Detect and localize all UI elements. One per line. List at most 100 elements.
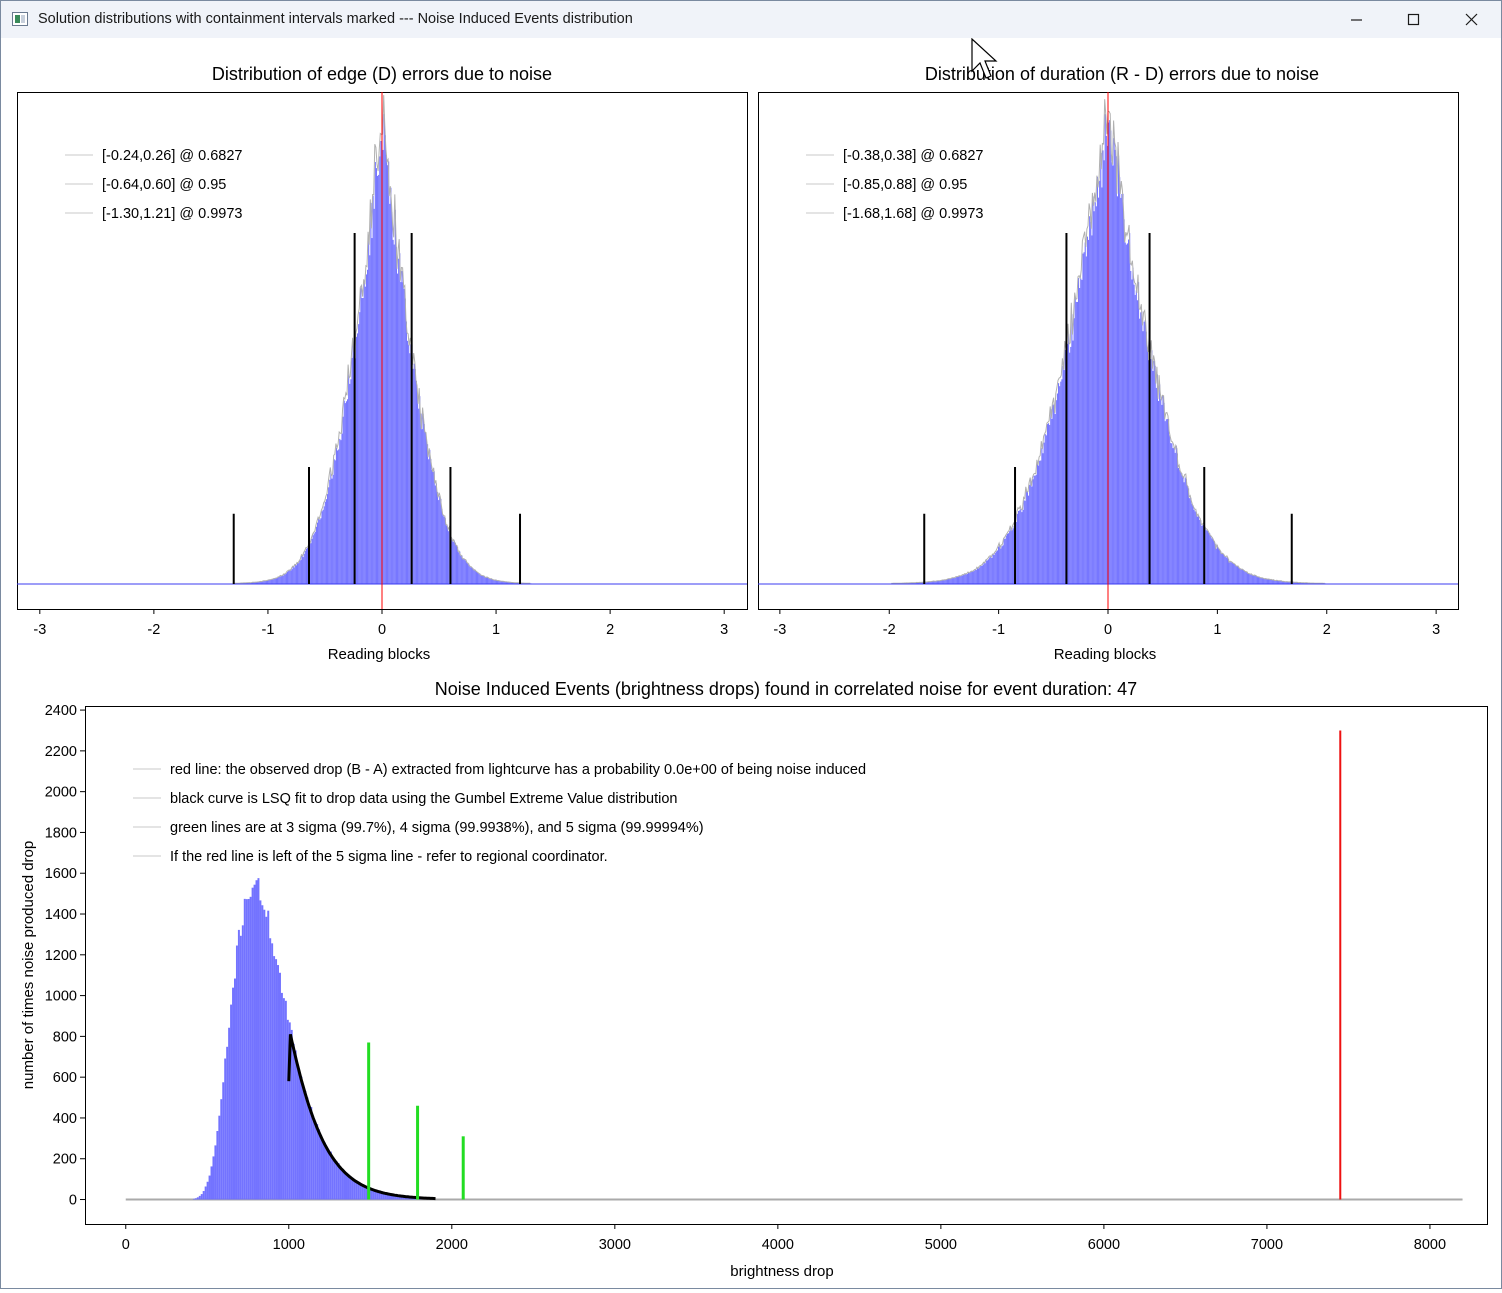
histogram-bar — [1123, 219, 1125, 585]
histogram-bar — [916, 582, 918, 584]
histogram-bar — [342, 416, 344, 584]
chart-title: Distribution of edge (D) errors due to n… — [212, 64, 552, 84]
histogram-bar — [982, 564, 984, 584]
histogram-bar — [970, 572, 972, 584]
histogram-bar — [1184, 477, 1186, 584]
title-bar[interactable]: Solution distributions with containment … — [1, 1, 1501, 38]
histogram-bar — [1005, 535, 1007, 584]
histogram-bar — [472, 568, 474, 584]
histogram-bar — [1276, 580, 1278, 584]
histogram-bar — [1263, 578, 1265, 584]
histogram-bar — [334, 460, 336, 584]
histogram-bar — [1095, 206, 1097, 585]
histogram-bar — [318, 1129, 321, 1200]
histogram-bar — [1300, 582, 1302, 584]
histogram-bar — [451, 538, 453, 584]
histogram-bar — [1172, 448, 1174, 584]
histogram-bar — [490, 578, 492, 584]
histogram-bar — [1001, 546, 1003, 584]
histogram-bar — [1232, 562, 1234, 584]
histogram-bar — [304, 550, 306, 584]
histogram-bar — [1241, 569, 1243, 584]
histogram-bar — [374, 162, 376, 584]
histogram-bar — [941, 580, 943, 584]
histogram-bar — [262, 581, 264, 584]
histogram-bar — [200, 1194, 203, 1200]
histogram-bar — [468, 563, 470, 584]
histogram-bar — [425, 438, 427, 584]
histogram-bar — [502, 581, 504, 584]
histogram-bar — [1003, 538, 1005, 584]
histogram-bar — [283, 574, 285, 584]
histogram-bar — [1151, 350, 1153, 584]
x-axis-label: Reading blocks — [1054, 646, 1157, 663]
histogram-bar — [312, 535, 314, 584]
histogram-bar — [333, 1159, 336, 1200]
histogram-bar — [280, 992, 283, 1200]
histogram-bar — [1164, 421, 1166, 584]
histogram-bar — [300, 1076, 303, 1200]
histogram-bar — [1135, 290, 1137, 584]
x-tick-label: 6000 — [1088, 1237, 1120, 1253]
histogram-bar — [1192, 505, 1194, 584]
histogram-bar — [465, 560, 467, 584]
histogram-bar — [1183, 482, 1185, 584]
histogram-bar — [939, 580, 941, 584]
histogram-bar — [931, 581, 933, 584]
histogram-bar — [1105, 135, 1107, 585]
histogram-bar — [1025, 491, 1027, 584]
histogram-bar — [298, 563, 300, 584]
histogram-bar — [1298, 582, 1300, 584]
legend-entry: green lines are at 3 sigma (99.7%), 4 si… — [170, 820, 704, 836]
histogram-bar — [235, 945, 238, 1200]
histogram-bar — [392, 1194, 395, 1200]
x-tick-label: 7000 — [1251, 1237, 1283, 1253]
histogram-bar — [512, 582, 514, 584]
histogram-bar — [950, 578, 952, 584]
histogram-bar — [267, 910, 270, 1200]
histogram-bar — [480, 574, 482, 584]
histogram-bar — [323, 1142, 326, 1200]
histogram-bar — [1081, 279, 1083, 584]
histogram-bar — [431, 469, 433, 584]
histogram-bar — [484, 577, 486, 584]
histogram-bar — [314, 1122, 317, 1200]
histogram-bar — [1082, 253, 1084, 584]
histogram-bar — [1306, 582, 1308, 584]
histogram-bar — [290, 570, 292, 584]
y-tick-label: 200 — [53, 1152, 77, 1168]
histogram-bar — [383, 114, 385, 584]
histogram-bar — [302, 557, 304, 584]
histogram-bar — [1245, 572, 1247, 584]
histogram-bar — [922, 582, 924, 584]
histogram-bar — [493, 579, 495, 584]
histogram-bar — [497, 580, 499, 584]
histogram-bar — [305, 548, 307, 584]
histogram-bar — [244, 582, 246, 584]
histogram-bar — [1140, 312, 1142, 584]
histogram-bar — [310, 1106, 313, 1200]
histogram-bar — [951, 578, 953, 584]
histogram-bar — [1109, 120, 1111, 585]
maximize-icon — [1407, 13, 1420, 26]
histogram-bar — [1281, 580, 1283, 584]
histogram-bar — [398, 1195, 401, 1200]
histogram-bar — [1196, 516, 1198, 584]
legend-entry: [-0.38,0.38] @ 0.6827 — [843, 148, 983, 164]
histogram-bar — [249, 896, 252, 1200]
histogram-bar — [930, 581, 932, 584]
histogram-bar — [325, 1147, 328, 1200]
y-tick-label: 400 — [53, 1111, 77, 1127]
minimize-button[interactable] — [1327, 1, 1385, 38]
histogram-bar — [367, 269, 369, 584]
histogram-bar — [338, 449, 340, 584]
maximize-button[interactable] — [1385, 1, 1443, 38]
histogram-bar — [491, 578, 493, 584]
histogram-bar — [388, 1193, 391, 1200]
x-tick-label: 0 — [1104, 622, 1112, 638]
x-tick-label: 3 — [1432, 622, 1440, 638]
histogram-bar — [331, 478, 333, 584]
close-button[interactable] — [1443, 1, 1501, 38]
histogram-bar — [408, 344, 410, 584]
histogram-bar — [1225, 557, 1227, 584]
